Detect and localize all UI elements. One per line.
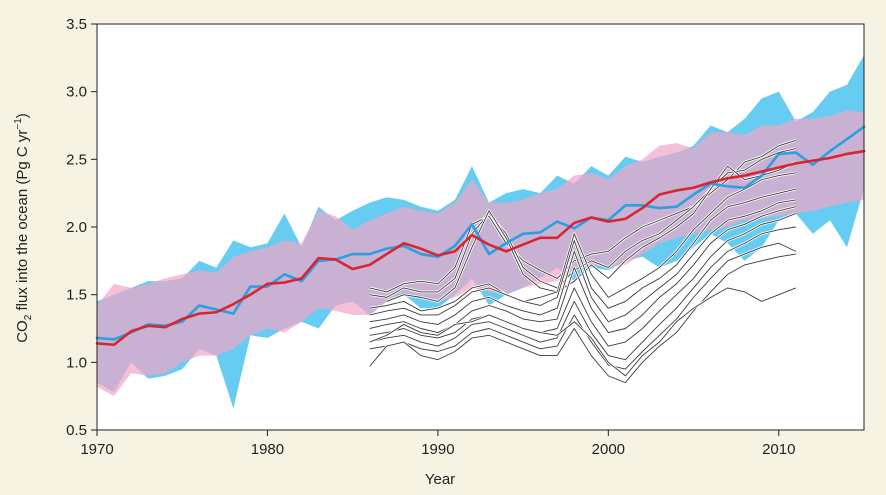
gray-model-line: [369, 206, 796, 334]
y-axis-title-superscript: −1: [13, 118, 24, 130]
x-axis: 1970 1980 1990 2000 2010: [80, 430, 795, 458]
series-lines: [95, 125, 866, 347]
x-tick-label: 2010: [762, 441, 795, 458]
gray-model-line: [369, 172, 796, 312]
x-tick-label: 1980: [251, 441, 284, 458]
y-axis-title-prefix: CO: [14, 320, 31, 343]
y-tick-label: 2.0: [66, 219, 87, 236]
gray-model-line: [369, 213, 796, 347]
x-tick-label: 2000: [592, 441, 625, 458]
gray-model-line: [369, 139, 796, 293]
pink-uncertainty-band: [97, 110, 864, 397]
y-axis: 0.5 1.0 1.5 2.0 2.5 3.0 3.5: [66, 16, 97, 439]
gray-model-lines: [368, 139, 797, 384]
y-tick-label: 0.5: [66, 422, 87, 439]
gray-model-line: [369, 188, 796, 316]
gray-model-line: [369, 253, 796, 384]
gray-model-line: [369, 199, 796, 325]
gray-model-line: [369, 287, 796, 377]
y-tick-label: 3.0: [66, 84, 87, 101]
x-axis-title: Year: [425, 471, 455, 488]
y-axis-title-middle: flux into the ocean (Pg C yr: [14, 130, 31, 315]
y-tick-label: 1.0: [66, 354, 87, 371]
y-tick-label: 1.5: [66, 287, 87, 304]
y-axis-title-suffix: ): [14, 113, 31, 118]
x-tick-label: 1970: [80, 441, 113, 458]
y-axis-title-subscript: 2: [23, 314, 34, 320]
x-tick-label: 1990: [421, 441, 454, 458]
y-tick-label: 3.5: [66, 16, 87, 33]
y-tick-label: 2.5: [66, 151, 87, 168]
gray-model-line: [369, 226, 796, 361]
red-series-line: [95, 149, 866, 347]
y-axis-title: CO2 flux into the ocean (Pg C yr−1): [13, 113, 34, 343]
gray-model-line: [386, 161, 797, 302]
